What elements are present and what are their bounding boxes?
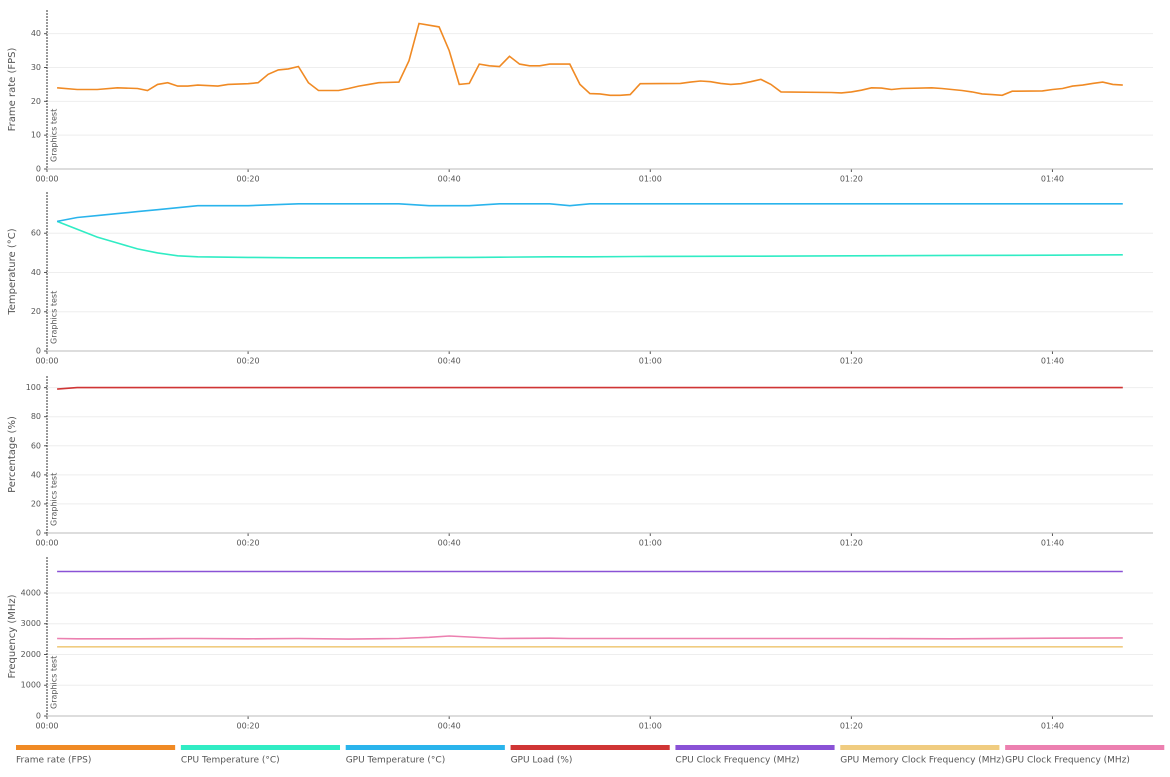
y-tick-label: 30 (31, 63, 41, 72)
x-tick-label: 01:20 (840, 175, 863, 184)
x-tick-label: 00:20 (237, 539, 260, 548)
y-tick-label: 0 (36, 347, 41, 356)
x-tick-label: 01:00 (639, 175, 662, 184)
y-tick-label: 80 (31, 412, 41, 421)
data-line (56, 203, 1123, 223)
x-tick-label: 00:20 (237, 722, 260, 731)
legend-label: GPU Load (%) (511, 756, 573, 766)
x-tick-label: 01:40 (1041, 722, 1064, 731)
y-tick-label: 40 (31, 29, 41, 38)
legend-swatch (840, 745, 1000, 750)
legend-swatch (345, 745, 505, 750)
legend-swatch (16, 745, 176, 750)
x-tick-label: 00:40 (438, 175, 461, 184)
legend-swatch (180, 745, 340, 750)
y-axis-label: Frame rate (FPS) (7, 48, 18, 132)
legend-swatch (675, 745, 835, 750)
legend-label: Frame rate (FPS) (16, 756, 91, 766)
y-tick-label: 3000 (21, 619, 41, 628)
x-tick-label: 01:20 (840, 539, 863, 548)
legend-label: GPU Temperature (°C) (346, 756, 446, 766)
x-tick-label: 00:40 (438, 539, 461, 548)
y-tick-label: 20 (31, 307, 41, 316)
annotation: Graphics test (50, 473, 59, 526)
x-tick-label: 01:20 (840, 357, 863, 366)
legend-label: GPU Clock Frequency (MHz) (1005, 756, 1130, 766)
y-axis-label: Percentage (%) (7, 416, 18, 493)
x-tick-label: 00:00 (35, 539, 58, 548)
x-tick-label: 00:00 (35, 722, 58, 731)
legend-label: CPU Temperature (°C) (181, 756, 280, 766)
x-tick-label: 01:00 (639, 539, 662, 548)
data-line (57, 635, 1123, 640)
legend-swatch (1005, 745, 1165, 750)
y-axis-label: Frequency (MHz) (7, 594, 18, 678)
annotation: Graphics test (50, 656, 59, 709)
annotation: Graphics test (50, 291, 59, 344)
x-tick-label: 01:40 (1041, 357, 1064, 366)
data-line (56, 220, 1123, 259)
data-line (57, 22, 1123, 97)
legend-label: GPU Memory Clock Frequency (MHz) (840, 756, 1004, 766)
y-tick-label: 1000 (21, 681, 41, 690)
y-tick-label: 2000 (21, 650, 41, 659)
y-tick-label: 0 (36, 165, 41, 174)
x-tick-label: 01:00 (639, 722, 662, 731)
annotation: Graphics test (50, 109, 59, 162)
x-tick-label: 00:20 (237, 357, 260, 366)
x-tick-label: 01:20 (840, 722, 863, 731)
x-tick-label: 00:00 (35, 175, 58, 184)
y-tick-label: 10 (31, 131, 41, 140)
x-tick-label: 01:40 (1041, 539, 1064, 548)
y-tick-label: 20 (31, 97, 41, 106)
y-tick-label: 4000 (21, 588, 41, 597)
y-tick-label: 100 (26, 383, 41, 392)
x-tick-label: 01:00 (639, 357, 662, 366)
y-tick-label: 0 (36, 529, 41, 538)
x-tick-label: 00:40 (438, 722, 461, 731)
y-tick-label: 0 (36, 712, 41, 721)
y-tick-label: 20 (31, 499, 41, 508)
data-line (57, 386, 1123, 390)
legend-swatch (510, 745, 670, 750)
x-tick-label: 00:00 (35, 357, 58, 366)
x-tick-label: 01:40 (1041, 175, 1064, 184)
legend-label: CPU Clock Frequency (MHz) (675, 756, 799, 766)
y-tick-label: 60 (31, 229, 41, 238)
x-tick-label: 00:20 (237, 175, 260, 184)
y-axis-label: Temperature (°C) (7, 228, 18, 315)
x-tick-label: 00:40 (438, 357, 461, 366)
y-tick-label: 40 (31, 470, 41, 479)
y-tick-label: 60 (31, 441, 41, 450)
y-tick-label: 40 (31, 268, 41, 277)
